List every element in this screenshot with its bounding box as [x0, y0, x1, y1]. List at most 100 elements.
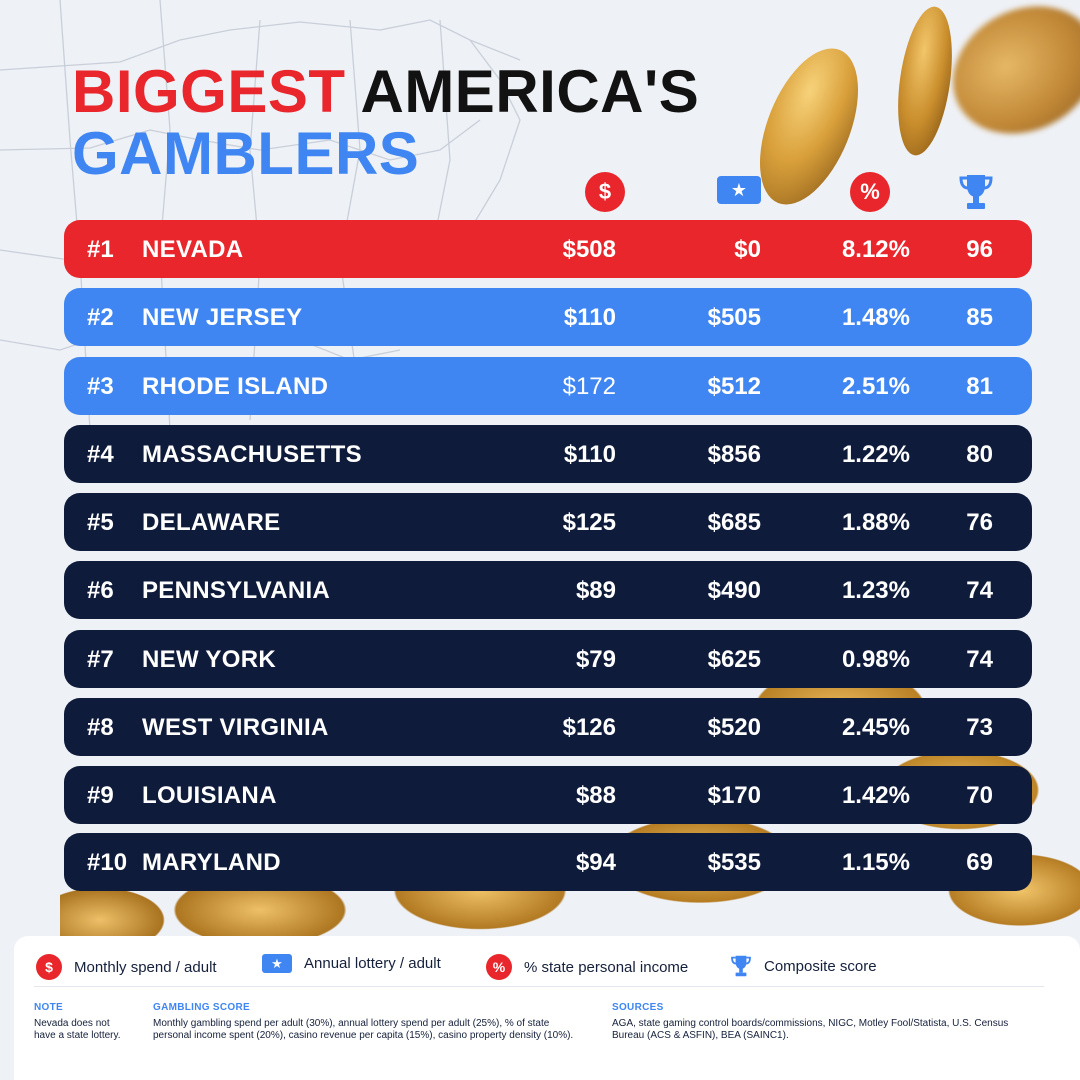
- state-name: PENNSYLVANIA: [142, 577, 331, 604]
- title-word: BIGGEST: [72, 58, 346, 125]
- table-row: #2 NEW JERSEY $110 $505 1.48% 85: [64, 288, 1032, 346]
- rank: #10: [87, 849, 128, 876]
- state-name: WEST VIRGINIA: [142, 714, 329, 741]
- legend-item: % % state personal income: [486, 954, 688, 980]
- monthly-spend: $126: [562, 714, 616, 741]
- composite-score: 73: [966, 714, 993, 741]
- note-title: NOTE: [34, 1002, 63, 1013]
- table-row: #3 RHODE ISLAND $172 $512 2.51% 81: [64, 357, 1032, 415]
- state-name: MASSACHUSETTS: [142, 441, 362, 468]
- title-word: AMERICA'S: [360, 58, 700, 125]
- legend-label: Annual lottery / adult: [304, 955, 441, 972]
- monthly-spend: $88: [575, 782, 616, 809]
- annual-lottery: $856: [707, 441, 761, 468]
- table-row: #4 MASSACHUSETTS $110 $856 1.22% 80: [64, 425, 1032, 483]
- legend-item: ★ Annual lottery / adult: [262, 954, 441, 973]
- monthly-spend: $94: [575, 849, 616, 876]
- annual-lottery: $535: [707, 849, 761, 876]
- table-row: #9 LOUISIANA $88 $170 1.42% 70: [64, 766, 1032, 824]
- rank: #3: [87, 373, 114, 400]
- percent-icon: %: [486, 954, 512, 980]
- income-percent: 2.45%: [841, 714, 910, 741]
- income-percent: 1.23%: [841, 577, 910, 604]
- state-name: RHODE ISLAND: [142, 373, 329, 400]
- monthly-spend: $89: [575, 577, 616, 604]
- rank: #9: [87, 782, 114, 809]
- annual-lottery: $490: [707, 577, 761, 604]
- annual-lottery: $685: [707, 509, 761, 536]
- state-name: NEW JERSEY: [142, 304, 303, 331]
- annual-lottery: $505: [707, 304, 761, 331]
- legend-label: Monthly spend / adult: [74, 958, 217, 976]
- income-percent: 1.42%: [841, 782, 910, 809]
- legend-item: $ Monthly spend / adult: [36, 954, 217, 980]
- legend-item: Composite score: [730, 954, 877, 978]
- table-row: #8 WEST VIRGINIA $126 $520 2.45% 73: [64, 698, 1032, 756]
- monthly-spend: $508: [562, 236, 616, 263]
- composite-score: 74: [966, 646, 993, 673]
- legend-panel: [14, 936, 1080, 1080]
- annual-lottery: $0: [734, 236, 761, 263]
- rank: #1: [87, 236, 114, 263]
- legend-divider: [34, 986, 1044, 987]
- rank: #7: [87, 646, 114, 673]
- composite-score: 69: [966, 849, 993, 876]
- table-row: #7 NEW YORK $79 $625 0.98% 74: [64, 630, 1032, 688]
- percent-icon: %: [850, 172, 890, 212]
- rank: #8: [87, 714, 114, 741]
- dollar-icon: $: [36, 954, 62, 980]
- annual-lottery: $520: [707, 714, 761, 741]
- composite-score: 96: [966, 236, 993, 263]
- composite-score: 81: [966, 373, 993, 400]
- annual-lottery: $170: [707, 782, 761, 809]
- composite-score: 76: [966, 509, 993, 536]
- state-name: MARYLAND: [142, 849, 281, 876]
- score-title: GAMBLING SCORE: [153, 1002, 250, 1013]
- monthly-spend: $172: [562, 373, 616, 400]
- rank: #5: [87, 509, 114, 536]
- flying-coin: [889, 3, 961, 159]
- monthly-spend: $125: [562, 509, 616, 536]
- table-row: #10 MARYLAND $94 $535 1.15% 69: [64, 833, 1032, 891]
- score-text: Monthly gambling spend per adult (30%), …: [153, 1018, 574, 1041]
- table-row: #5 DELAWARE $125 $685 1.88% 76: [64, 493, 1032, 551]
- table-row: #1 NEVADA $508 $0 8.12% 96: [64, 220, 1032, 278]
- state-name: NEVADA: [142, 236, 244, 263]
- sources-text: AGA, state gaming control boards/commiss…: [612, 1018, 1009, 1041]
- star-icon: ★: [717, 176, 761, 204]
- composite-score: 80: [966, 441, 993, 468]
- legend-label: % state personal income: [524, 958, 689, 976]
- income-percent: 0.98%: [841, 646, 910, 673]
- composite-score: 70: [966, 782, 993, 809]
- monthly-spend: $79: [575, 646, 616, 673]
- rank: #6: [87, 577, 114, 604]
- composite-score: 85: [966, 304, 993, 331]
- state-name: LOUISIANA: [142, 782, 277, 809]
- annual-lottery: $625: [707, 646, 761, 673]
- income-percent: 2.51%: [841, 373, 910, 400]
- monthly-spend: $110: [563, 304, 616, 331]
- trophy-icon: [731, 955, 751, 977]
- page-title: BIGGEST AMERICA'S GAMBLERS: [72, 62, 699, 184]
- income-percent: 1.15%: [841, 849, 910, 876]
- state-name: NEW YORK: [142, 646, 276, 673]
- income-percent: 8.12%: [841, 236, 910, 263]
- title-word: GAMBLERS: [72, 120, 420, 187]
- note-text: Nevada does not have a state lottery.: [34, 1018, 121, 1041]
- dollar-icon: $: [585, 172, 625, 212]
- composite-score: 74: [966, 577, 993, 604]
- flying-coin: [930, 0, 1080, 159]
- income-percent: 1.88%: [841, 509, 910, 536]
- legend-label: Composite score: [764, 957, 877, 975]
- monthly-spend: $110: [563, 441, 616, 468]
- sources-title: SOURCES: [612, 1002, 664, 1013]
- income-percent: 1.48%: [841, 304, 910, 331]
- state-name: DELAWARE: [142, 509, 281, 536]
- table-row: #6 PENNSYLVANIA $89 $490 1.23% 74: [64, 561, 1032, 619]
- rank: #4: [87, 441, 114, 468]
- rank: #2: [87, 304, 114, 331]
- annual-lottery: $512: [707, 373, 761, 400]
- income-percent: 1.22%: [841, 441, 910, 468]
- star-icon: ★: [262, 954, 292, 973]
- trophy-icon: [959, 175, 993, 209]
